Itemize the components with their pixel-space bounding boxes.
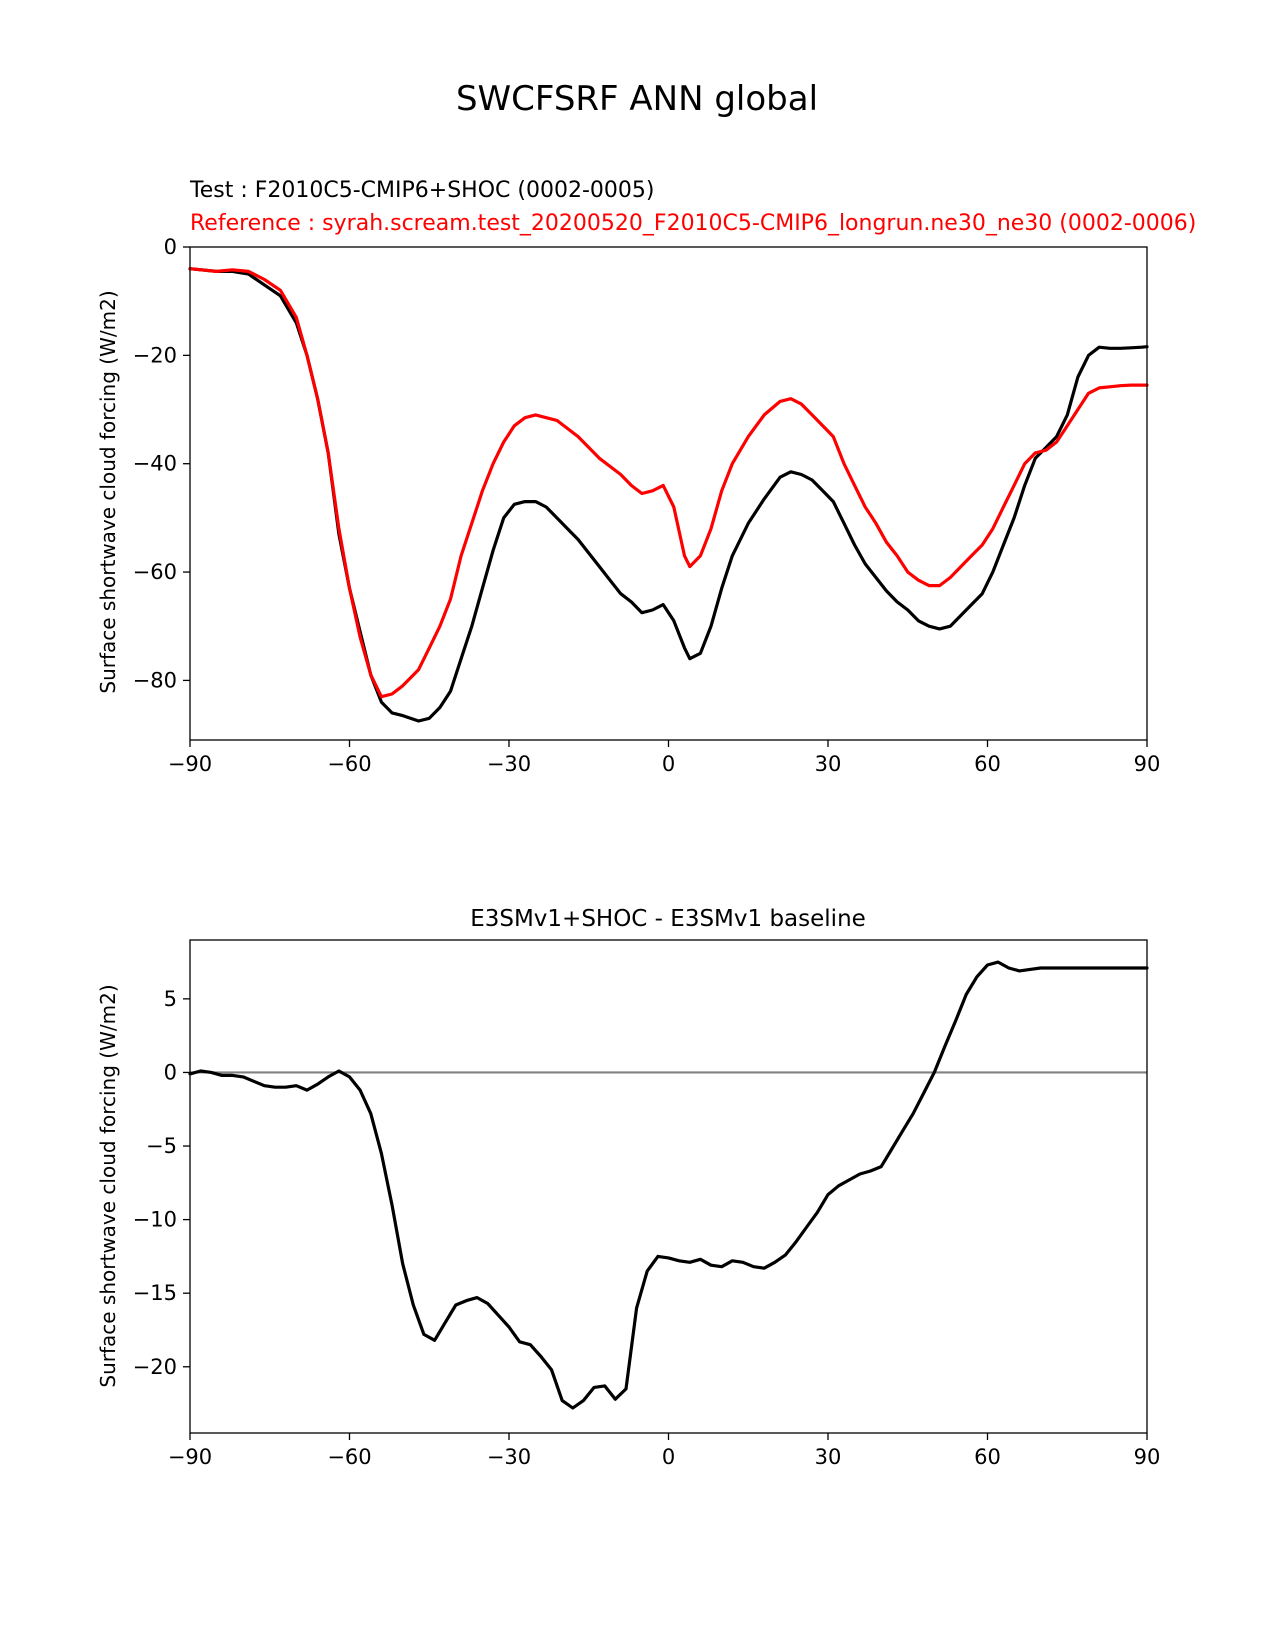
bottom-series	[188, 960, 1149, 1410]
bottom-plot-frame	[189, 939, 1148, 1434]
y-tick-label: −20	[133, 1355, 177, 1379]
y-tick-label: −5	[146, 1134, 177, 1158]
x-tick-label: 60	[974, 752, 1001, 776]
x-tick-label: −30	[487, 752, 531, 776]
x-tick-label: −60	[327, 752, 371, 776]
y-tick-label: −40	[133, 452, 177, 476]
x-tick-label: 0	[662, 752, 675, 776]
x-tick-label: 0	[662, 1445, 675, 1469]
x-tick-label: 30	[815, 752, 842, 776]
top-panel: Test : F2010C5-CMIP6+SHOC (0002-0005) Re…	[96, 178, 1196, 776]
y-tick-label: −20	[133, 343, 177, 367]
y-tick-label: 0	[164, 235, 177, 259]
top-plot-frame	[189, 246, 1148, 741]
x-tick-label: −60	[327, 1445, 371, 1469]
top-ticks: −90 −60 −30 0 30 60 90 0 −20 −40 −60 −80	[133, 235, 1161, 776]
x-tick-label: 30	[815, 1445, 842, 1469]
reference-label: Reference : syrah.scream.test_20200520_F…	[190, 211, 1196, 236]
series-line-difference	[188, 960, 1149, 1410]
y-tick-label: 5	[164, 987, 177, 1011]
x-tick-label: 60	[974, 1445, 1001, 1469]
test-label: Test : F2010C5-CMIP6+SHOC (0002-0005)	[189, 178, 654, 203]
series-line-test	[188, 267, 1149, 723]
x-tick-label: −90	[168, 752, 212, 776]
series-line-reference	[188, 267, 1149, 699]
top-series	[188, 267, 1149, 723]
bottom-ylabel: Surface shortwave cloud forcing (W/m2)	[96, 984, 120, 1387]
y-tick-label: 0	[164, 1060, 177, 1084]
top-ylabel: Surface shortwave cloud forcing (W/m2)	[96, 290, 120, 693]
x-tick-label: −30	[487, 1445, 531, 1469]
y-tick-label: −60	[133, 560, 177, 584]
y-tick-label: −15	[133, 1281, 177, 1305]
x-tick-label: 90	[1134, 1445, 1161, 1469]
y-tick-label: −10	[133, 1208, 177, 1232]
y-tick-label: −80	[133, 668, 177, 692]
bottom-panel: E3SMv1+SHOC - E3SMv1 baseline Surface sh…	[96, 906, 1160, 1469]
bottom-ticks: −90 −60 −30 0 30 60 90 5 0 −5 −10 −15 −20	[133, 987, 1161, 1469]
bottom-title: E3SMv1+SHOC - E3SMv1 baseline	[470, 906, 866, 932]
x-tick-label: 90	[1134, 752, 1161, 776]
x-tick-label: −90	[168, 1445, 212, 1469]
figure-title: SWCFSRF ANN global	[456, 79, 818, 119]
